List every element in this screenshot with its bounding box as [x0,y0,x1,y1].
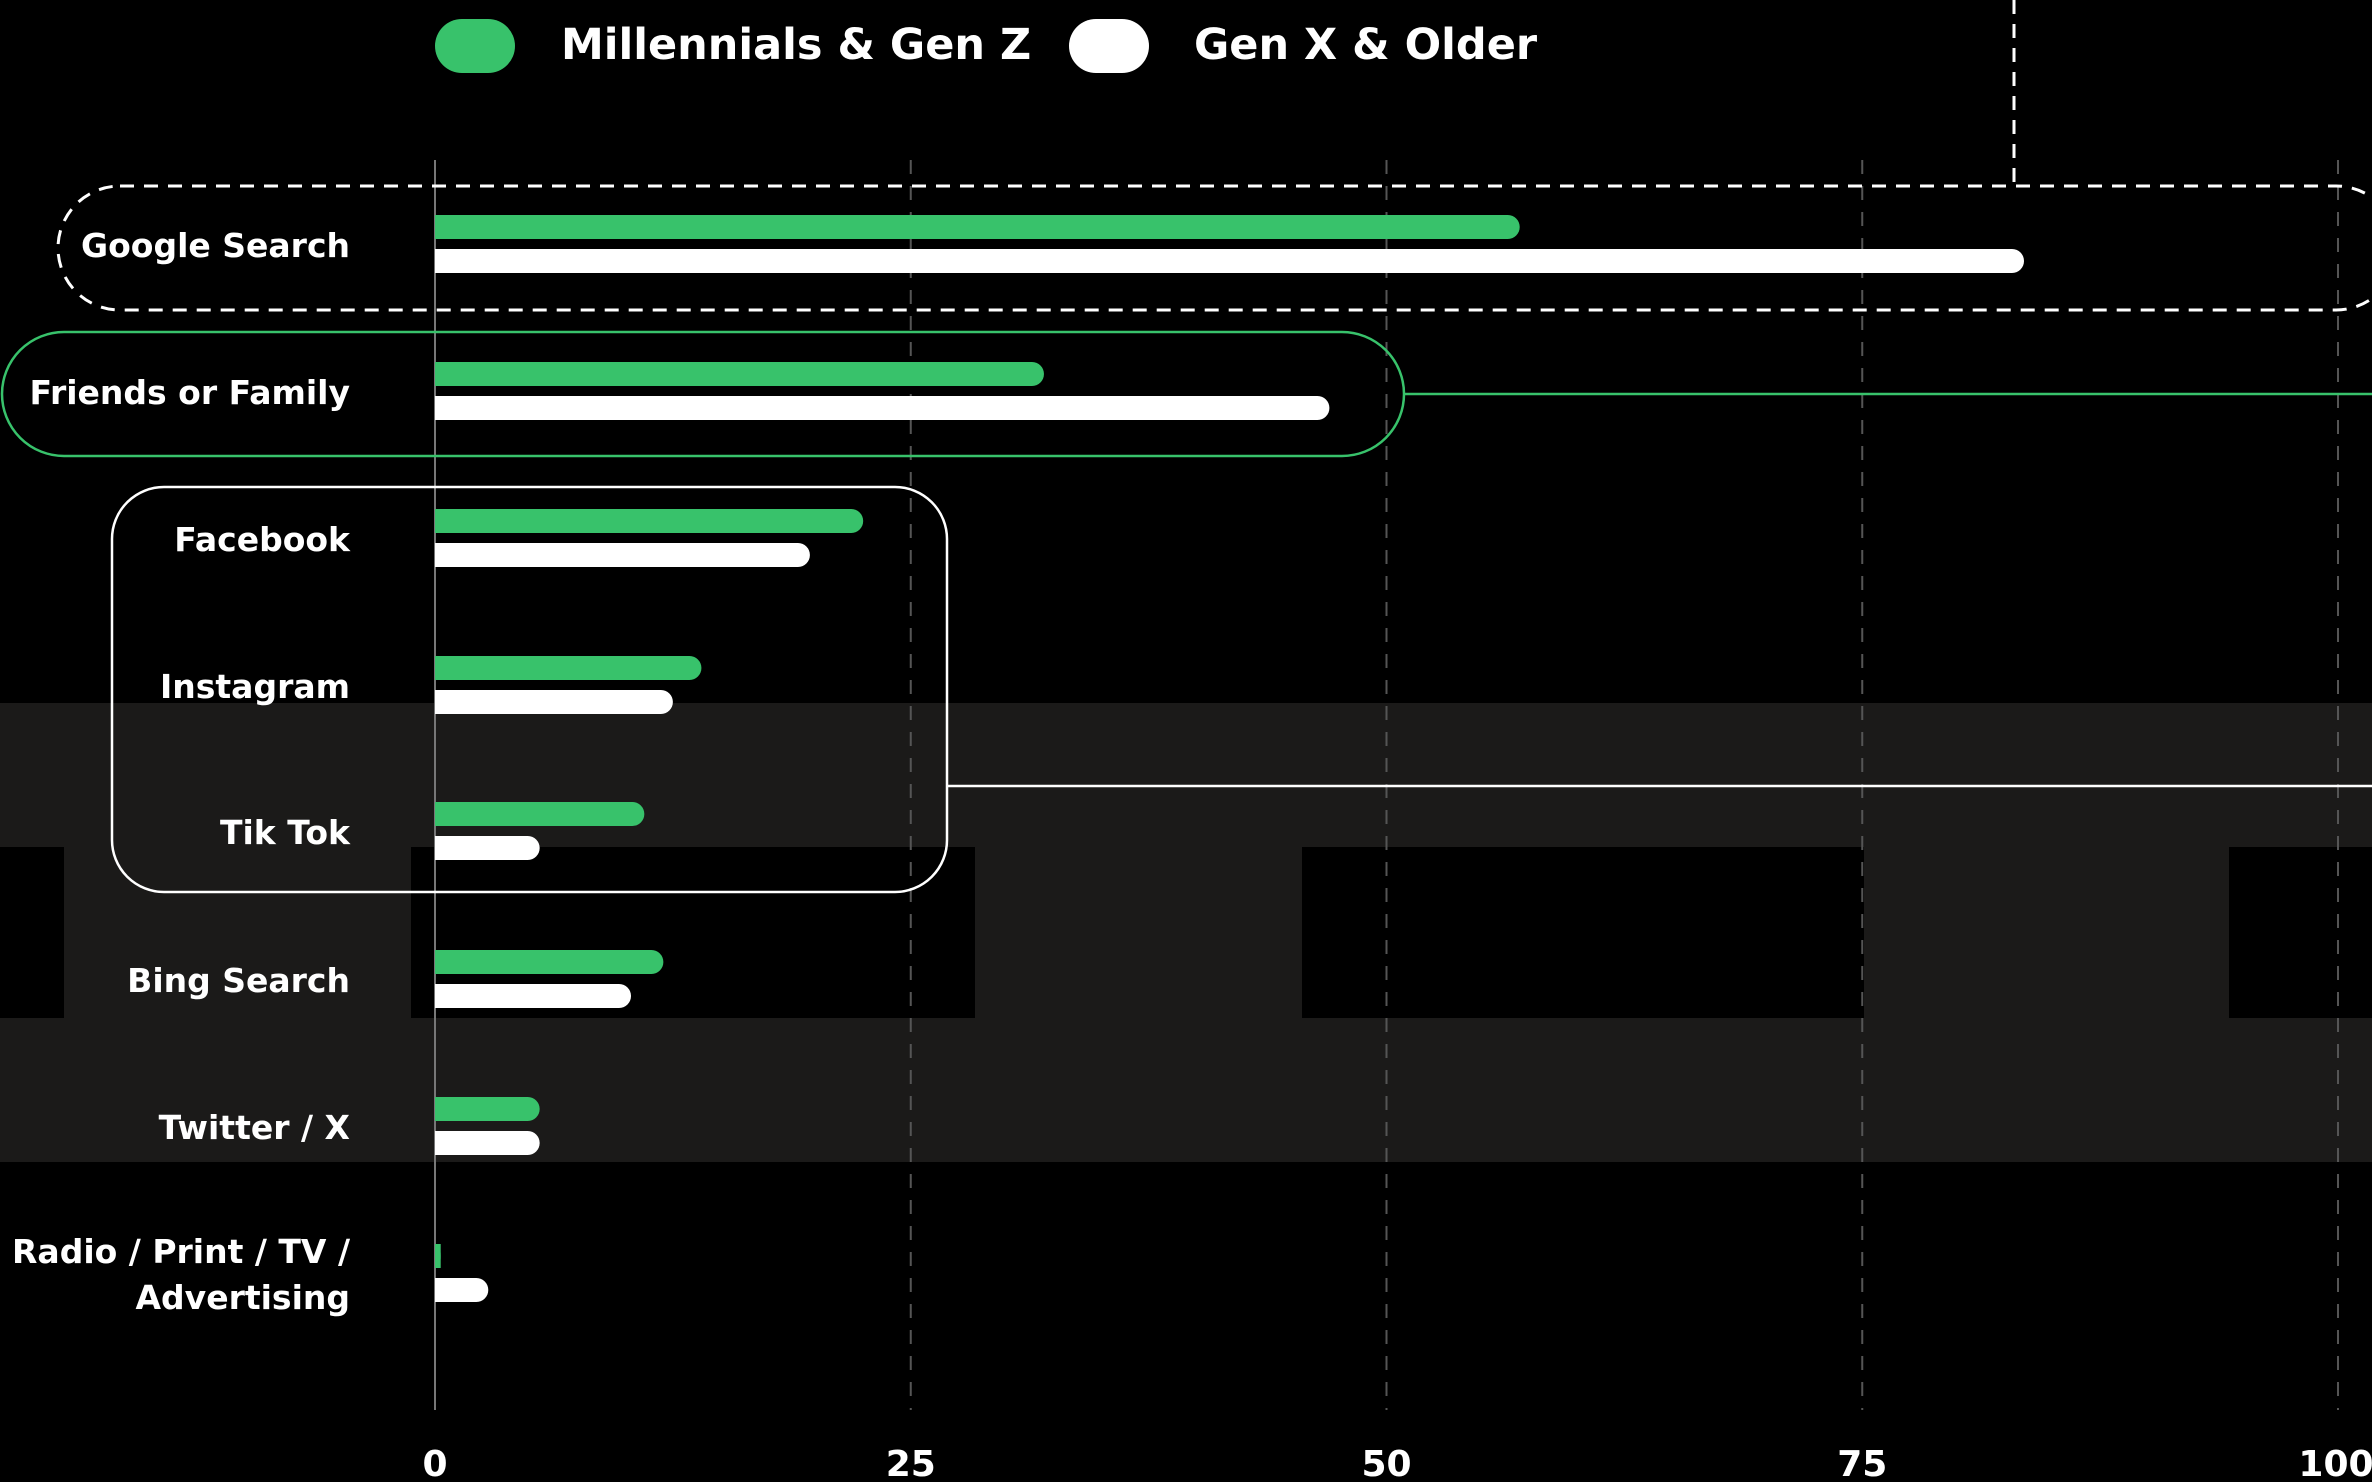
bar-millennials-1 [435,362,1044,386]
legend-swatch-genx [1069,19,1149,73]
bar-millennials-6 [435,1097,540,1121]
background-bands [0,703,2372,1162]
category-label: Radio / Print / TV / [12,1232,351,1271]
category-label: Friends or Family [30,373,350,412]
bar-genx-3 [435,690,673,714]
google-search-highlight [56,184,2372,312]
bars [435,215,2025,1302]
bar-base-genx-4 [435,836,447,860]
bar-base-millennials-3 [435,656,447,680]
bar-base-genx-5 [435,984,447,1008]
bar-genx-0 [435,249,2025,273]
bar-base-genx-3 [435,690,447,714]
bar-millennials-3 [435,656,702,680]
bar-base-millennials-4 [435,802,447,826]
bar-base-millennials-1 [435,362,447,386]
bar-millennials-2 [435,509,864,533]
band-lower [0,1018,2372,1162]
bar-genx-1 [435,396,1330,420]
bar-genx-5 [435,984,632,1008]
category-label: Bing Search [127,961,350,1000]
bar-millennials-4 [435,802,645,826]
category-labels: Google Search Friends or Family Facebook In… [12,226,351,1317]
category-label: Tik Tok [220,813,351,852]
bar-genx-4 [435,836,540,860]
band-cutout-3 [2229,847,2372,1018]
bar-base-genx-1 [435,396,447,420]
category-label: Facebook [174,520,351,559]
bar-base-millennials-0 [435,215,447,239]
x-tick-label: 25 [886,1444,936,1482]
legend-label-millennials: Millennials & Gen Z [561,20,1031,70]
band-middle [0,847,2372,1018]
category-label: Advertising [136,1278,350,1317]
bar-base-millennials-2 [435,509,447,533]
bar-base-genx-7 [435,1278,447,1302]
x-tick-label: 0 [422,1444,447,1482]
annotations [0,0,2372,894]
x-tick-label: 100 [2298,1444,2372,1482]
band-cutout-2 [1302,847,1864,1018]
bar-genx-6 [435,1131,540,1155]
category-label: Instagram [160,667,350,706]
legend-swatch-millennials [435,19,515,73]
bar-base-millennials-6 [435,1097,447,1121]
bar-genx-7 [435,1278,489,1302]
x-tick-label: 50 [1361,1444,1411,1482]
x-tick-labels: 0 25 50 75 100 [422,1444,2372,1482]
legend-label-genx: Gen X & Older [1194,20,1538,70]
band-upper [0,703,2372,847]
legend: Millennials & Gen Z Gen X & Older [435,19,1538,73]
x-tick-label: 75 [1837,1444,1887,1482]
category-label: Google Search [81,226,350,265]
category-label: Twitter / X [159,1108,350,1147]
band-cutout-0 [0,847,64,1018]
bar-genx-2 [435,543,810,567]
bar-millennials-5 [435,950,664,974]
bar-base-millennials-7 [435,1244,441,1268]
social-media-highlight [110,485,949,894]
bar-base-genx-0 [435,249,447,273]
bar-base-genx-2 [435,543,447,567]
bar-millennials-0 [435,215,1520,239]
bar-base-genx-6 [435,1131,447,1155]
bar-base-millennials-5 [435,950,447,974]
